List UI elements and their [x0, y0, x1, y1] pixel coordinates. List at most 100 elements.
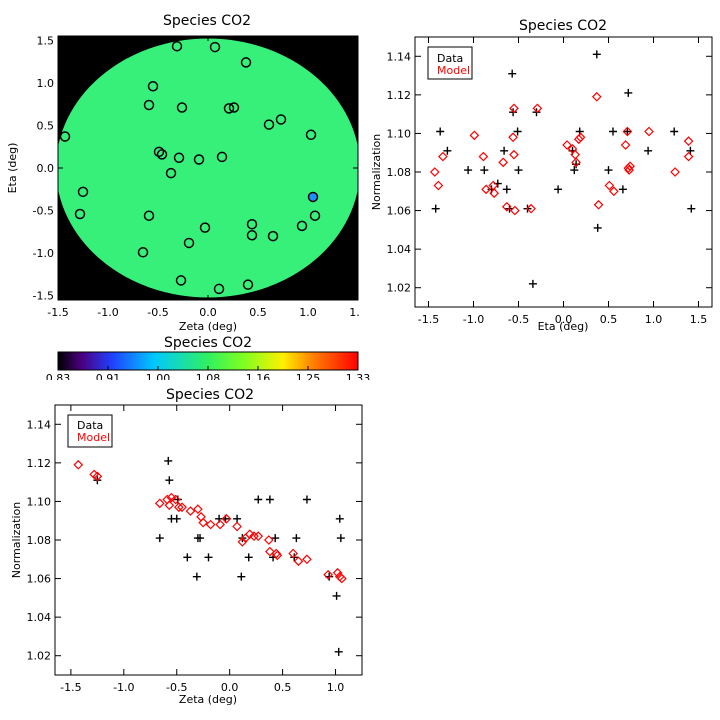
- zeta-model-point: [221, 513, 232, 524]
- eta-ytick-label: 1.14: [387, 50, 412, 63]
- colorbar-tick-label: 0.91: [96, 372, 121, 380]
- map-xtick-label: 0.5: [249, 306, 267, 319]
- zeta-model-point: [237, 537, 248, 547]
- eta-xtick-label: -0.5: [508, 313, 529, 326]
- eta-data-point: [670, 127, 679, 136]
- zeta-xtick-label: 0.0: [221, 681, 239, 694]
- eta-ytick-label: 1.08: [387, 166, 412, 179]
- zeta-ytick-label: 1.12: [27, 457, 52, 470]
- eta-legend-model: Model: [437, 64, 470, 77]
- map-field-circle: [58, 38, 358, 298]
- zeta-data-point: [292, 534, 301, 543]
- eta-legend-data: Data: [437, 52, 463, 65]
- zeta-data-point: [155, 534, 164, 543]
- zeta-model-point: [174, 502, 184, 513]
- zeta-model-point: [198, 517, 209, 528]
- map-detector-circle: [240, 57, 252, 68]
- zeta-model-point: [332, 567, 343, 578]
- colorbar-tick-label: 1.33: [346, 372, 371, 380]
- zeta-data-point: [196, 534, 205, 543]
- zeta-data-point: [332, 591, 341, 600]
- zeta-xtick-label: 1.0: [327, 681, 345, 694]
- map-xtick-label: 1.5: [349, 306, 360, 319]
- eta-data-point: [436, 127, 445, 136]
- map-detector-circle: [143, 99, 155, 111]
- zeta-data-point: [336, 534, 345, 543]
- zeta-ytick-label: 1.14: [27, 418, 52, 431]
- map-ytick-label: -1.5: [33, 290, 54, 303]
- eta-data-point: [592, 50, 601, 59]
- zeta-data-point: [254, 495, 263, 504]
- eta-xtick-label: 0.0: [555, 313, 573, 326]
- zeta-model-point: [177, 502, 187, 513]
- zeta-data-point: [265, 495, 274, 504]
- zeta-xlabel: Zeta (deg): [179, 693, 237, 706]
- map-detector-circle: [156, 149, 168, 160]
- eta-model-point: [526, 203, 536, 214]
- eta-model-point: [433, 180, 444, 191]
- colorbar-tick-label: 1.00: [146, 372, 171, 380]
- zeta-model-point: [265, 546, 275, 557]
- normalization-vs-eta-chart: Species CO2 -1.5 -1.0 -0.5 0.0 0.5 1.0 1.5 1.02…: [370, 18, 713, 333]
- zeta-model-point: [302, 554, 312, 565]
- zeta-model-point: [215, 519, 225, 530]
- eta-model-point: [498, 157, 509, 168]
- map-detector-circle: [263, 119, 275, 130]
- zeta-frame: [54, 404, 363, 676]
- map-ytick-label: -0.5: [33, 205, 54, 218]
- map-xtick-label: 1.0: [299, 306, 317, 319]
- map-ylabel: Eta (deg): [6, 143, 19, 194]
- zeta-model-point: [323, 569, 333, 580]
- eta-data-point: [593, 223, 602, 232]
- map-title: Species CO2: [163, 13, 251, 29]
- map-detector-circle: [223, 103, 235, 114]
- map-detector-circle: [153, 146, 165, 158]
- eta-data-point: [624, 88, 633, 97]
- zeta-model-point: [170, 494, 181, 505]
- map-detector-circle: [199, 222, 211, 233]
- eta-data-point: [686, 146, 695, 155]
- zeta-model-point: [73, 459, 84, 470]
- eta-model-point: [593, 199, 604, 210]
- map-detector-circle: [307, 191, 319, 203]
- zeta-model-point: [164, 500, 175, 511]
- map-ytick-label: 1.5: [37, 34, 55, 47]
- eta-xtick-label: 0.5: [600, 313, 618, 326]
- map-detector-circle: [267, 230, 279, 242]
- eta-model-point: [489, 188, 500, 199]
- map-detector-circle: [175, 275, 187, 286]
- eta-data-point: [431, 204, 440, 213]
- map-detector-circle: [171, 40, 183, 52]
- zeta-ytick-label: 1.02: [27, 650, 52, 663]
- map-detector-circle: [209, 41, 221, 53]
- zeta-model-point: [253, 531, 264, 541]
- map-detector-circle: [59, 131, 71, 142]
- zeta-model-point: [271, 548, 282, 559]
- map-detector-circle: [193, 154, 205, 165]
- zeta-data-point: [334, 647, 343, 656]
- zeta-model-point: [232, 521, 242, 532]
- eta-data-point: [618, 185, 627, 194]
- eta-ytick-label: 1.06: [387, 205, 412, 218]
- eta-xtick-label: -1.5: [418, 313, 439, 326]
- eta-legend: Data Model: [427, 46, 473, 80]
- map-detector-circle: [137, 247, 149, 258]
- map-detector-circle: [216, 151, 228, 163]
- map-detector-circle: [213, 283, 225, 295]
- map-detector-circle: [246, 230, 258, 241]
- eta-ytick-label: 1.12: [387, 89, 412, 102]
- eta-data-point: [687, 204, 696, 213]
- eta-data-point: [644, 146, 653, 155]
- eta-data-point: [464, 166, 473, 175]
- zeta-xtick-label: -1.5: [60, 681, 81, 694]
- eta-ytick-label: 1.04: [387, 243, 412, 256]
- zeta-model-point: [193, 504, 203, 514]
- colorbar-tick-label: 1.16: [246, 372, 271, 380]
- map-ytick-label: -1.0: [33, 247, 54, 260]
- zeta-data-point: [290, 553, 299, 562]
- zeta-title: Species CO2: [166, 387, 254, 403]
- eta-model-point: [438, 151, 448, 162]
- map-detector-circle: [309, 210, 321, 221]
- zeta-model-point: [272, 550, 283, 561]
- eta-model-point: [575, 132, 586, 143]
